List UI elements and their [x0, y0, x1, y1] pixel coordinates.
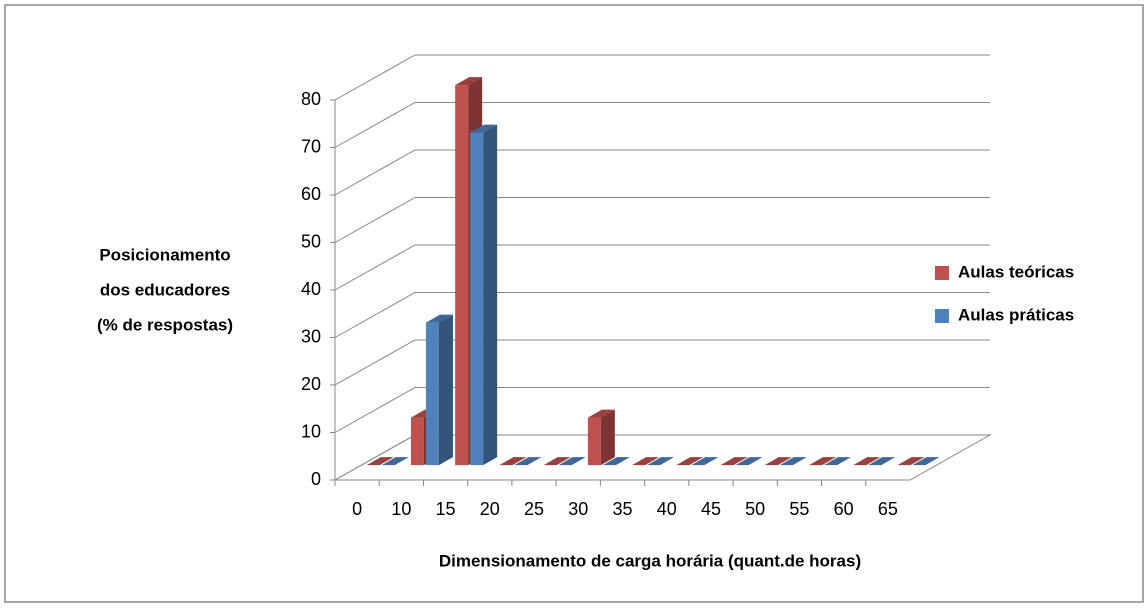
grid-line — [334, 387, 990, 433]
y-tick-label: 70 — [301, 136, 321, 156]
bar-top — [455, 77, 483, 86]
x-tick-label: 10 — [391, 499, 411, 519]
bar — [676, 457, 704, 466]
bar — [897, 457, 925, 466]
bar-top — [824, 457, 852, 466]
bar-front — [470, 132, 484, 466]
y-tick-label: 0 — [311, 469, 321, 489]
grid-line — [334, 244, 990, 291]
x-tick-label: 65 — [878, 499, 898, 519]
bar — [912, 457, 940, 466]
bar-front — [425, 322, 439, 466]
bar — [809, 457, 837, 466]
bar-top — [587, 409, 615, 418]
bar-top — [853, 457, 881, 466]
y-tick-label: 80 — [301, 89, 321, 109]
y-tick-label: 20 — [301, 374, 321, 394]
grid-line — [334, 197, 990, 243]
x-tick-label: 35 — [612, 499, 632, 519]
x-tick-label: 60 — [834, 499, 854, 519]
bar-front — [455, 85, 469, 466]
bar-top — [779, 457, 807, 466]
bar — [720, 457, 748, 466]
legend-swatch — [935, 266, 949, 280]
x-tick-label: 55 — [789, 499, 809, 519]
bar — [470, 124, 498, 466]
y-axis-title: Posicionamento — [99, 245, 230, 264]
bar-top — [735, 457, 763, 466]
bar-top — [691, 457, 719, 466]
bar — [868, 457, 896, 466]
bar — [514, 457, 542, 466]
bar-top — [632, 457, 660, 466]
bar — [366, 457, 394, 466]
x-tick-label: 15 — [436, 499, 456, 519]
grid-line — [334, 292, 990, 338]
bar — [647, 457, 675, 466]
legend-swatch — [935, 309, 949, 323]
x-tick-label: 45 — [701, 499, 721, 519]
bar-top — [543, 457, 571, 466]
bar-top — [720, 457, 748, 466]
bar-top — [764, 457, 792, 466]
bar-top — [676, 457, 704, 466]
bar-top — [809, 457, 837, 466]
bar-top — [499, 457, 527, 466]
bar — [499, 457, 527, 466]
x-tick-label: 50 — [745, 499, 765, 519]
chart-frame — [4, 4, 1144, 603]
x-tick-label: 20 — [480, 499, 500, 519]
bar-side — [600, 409, 615, 466]
bar-top — [647, 457, 675, 466]
bar-side — [483, 124, 498, 466]
bar — [602, 457, 630, 466]
bar — [735, 457, 763, 466]
grid-line — [334, 102, 990, 148]
bar-top — [558, 457, 586, 466]
grid-line — [334, 339, 990, 386]
bar — [543, 457, 571, 466]
bar-side — [438, 314, 453, 466]
bar-top — [868, 457, 896, 466]
bar-top — [381, 457, 409, 466]
bar — [691, 457, 719, 466]
grid-line — [334, 149, 990, 196]
bar-top — [912, 457, 940, 466]
bar-top — [602, 457, 630, 466]
bar-top — [366, 457, 394, 466]
bar — [587, 409, 615, 466]
bar — [853, 457, 881, 466]
legend-label: Aulas teóricas — [958, 262, 1074, 281]
bar-top — [514, 457, 542, 466]
bar-front — [587, 417, 601, 466]
y-tick-label: 40 — [301, 279, 321, 299]
bar-top — [897, 457, 925, 466]
y-tick-label: 30 — [301, 326, 321, 346]
grid-line — [334, 54, 990, 101]
y-axis-title: dos educadores — [100, 280, 230, 299]
x-tick-label: 30 — [568, 499, 588, 519]
bar-top — [425, 314, 453, 323]
bar-front — [410, 417, 424, 466]
legend-label: Aulas práticas — [958, 305, 1074, 324]
y-tick-label: 60 — [301, 184, 321, 204]
x-tick-label: 0 — [352, 499, 362, 519]
bar — [632, 457, 660, 466]
bar — [425, 314, 453, 466]
x-tick-label: 40 — [657, 499, 677, 519]
bar-top — [470, 124, 498, 133]
y-tick-label: 50 — [301, 231, 321, 251]
bar — [558, 457, 586, 466]
bar — [381, 457, 409, 466]
x-axis-title: Dimensionamento de carga horária (quant.… — [439, 551, 861, 570]
bar — [764, 457, 792, 466]
y-axis-title: (% de respostas) — [97, 315, 233, 334]
bar — [779, 457, 807, 466]
y-tick-label: 10 — [301, 421, 321, 441]
bar — [824, 457, 852, 466]
x-tick-label: 25 — [524, 499, 544, 519]
